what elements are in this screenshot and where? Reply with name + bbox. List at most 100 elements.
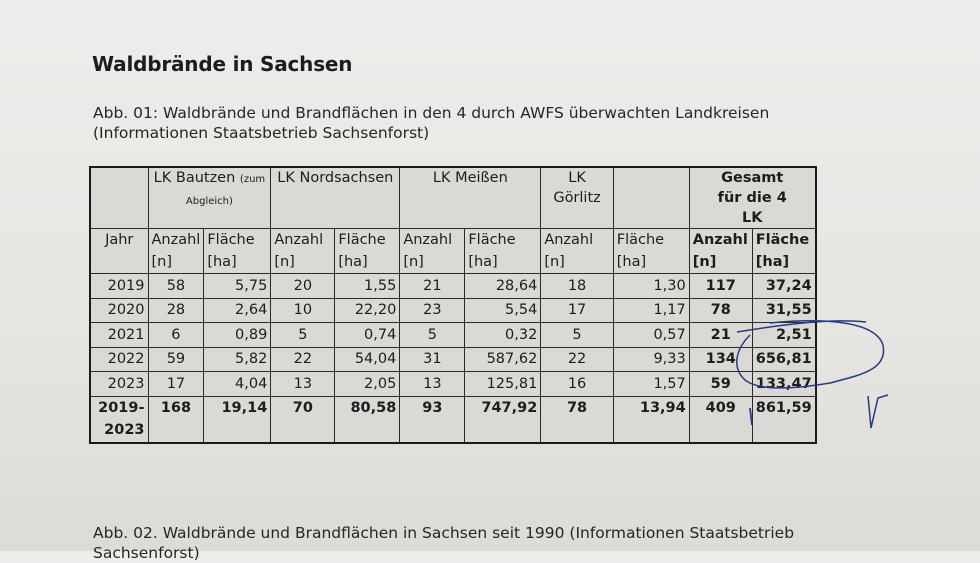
anzahl-header: Anzahl [n] <box>540 228 614 274</box>
count-cell: 6 <box>147 322 205 348</box>
area-cell: 1,55 <box>334 273 401 299</box>
flaeche-header: Fläche [ha] <box>751 228 817 274</box>
count-cell: 13 <box>399 371 466 397</box>
count-cell: 22 <box>270 346 336 372</box>
area-cell: 861,59 <box>751 395 817 443</box>
count-cell: 93 <box>399 395 466 443</box>
area-cell: 2,05 <box>334 371 401 397</box>
area-cell: 22,20 <box>334 297 401 323</box>
count-cell: 59 <box>147 346 205 372</box>
count-cell: 134 <box>688 346 753 372</box>
area-cell: 9,33 <box>612 346 690 372</box>
count-cell: 21 <box>688 322 753 348</box>
caption-line: Abb. 01: Waldbrände und Brandflächen in … <box>93 104 770 122</box>
caption-line: Abb. 02. Waldbrände und Brandflächen in … <box>93 524 795 542</box>
count-cell: 17 <box>147 371 205 397</box>
count-cell: 10 <box>270 297 336 323</box>
year-cell: 2021 <box>89 322 149 348</box>
anzahl-header: Anzahl [n] <box>147 228 205 274</box>
count-cell: 17 <box>540 297 614 323</box>
table-row: 2020 28 2,64 10 22,20 23 5,54 17 1,17 78 31,55 <box>89 297 817 323</box>
count-cell: 13 <box>270 371 336 397</box>
group-empty <box>612 166 690 229</box>
area-cell: 54,04 <box>334 346 401 372</box>
area-cell: 5,75 <box>203 273 272 299</box>
empty-corner <box>89 166 149 229</box>
page-title: Waldbrände in Sachsen <box>92 52 353 76</box>
flaeche-header: Fläche [ha] <box>203 228 272 274</box>
group-goerlitz: LK Görlitz <box>540 166 614 229</box>
area-cell: 4,04 <box>203 371 272 397</box>
count-cell: 78 <box>688 297 753 323</box>
group-header-row: LK Bautzen (zum Abgleich) LK Nordsachsen… <box>89 166 817 229</box>
year-cell: 2022 <box>89 346 149 372</box>
area-cell: 37,24 <box>751 273 817 299</box>
area-cell: 2,64 <box>203 297 272 323</box>
count-cell: 59 <box>688 371 753 397</box>
area-cell: 1,30 <box>612 273 690 299</box>
year-cell: 2019 <box>89 273 149 299</box>
area-cell: 747,92 <box>464 395 542 443</box>
figure-caption-1: Abb. 01: Waldbrände und Brandflächen in … <box>93 103 769 143</box>
count-cell: 16 <box>540 371 614 397</box>
area-cell: 5,54 <box>464 297 542 323</box>
count-cell: 117 <box>688 273 753 299</box>
area-cell: 80,58 <box>334 395 401 443</box>
count-cell: 78 <box>540 395 614 443</box>
count-cell: 21 <box>399 273 466 299</box>
count-cell: 409 <box>688 395 753 443</box>
area-cell: 13,94 <box>612 395 690 443</box>
count-cell: 28 <box>147 297 205 323</box>
count-cell: 5 <box>270 322 336 348</box>
flaeche-header: Fläche [ha] <box>464 228 542 274</box>
table-row: 2023 17 4,04 13 2,05 13 125,81 16 1,57 59 133,47 <box>89 371 817 397</box>
area-cell: 587,62 <box>464 346 542 372</box>
group-nordsachsen: LK Nordsachsen <box>270 166 401 229</box>
count-cell: 18 <box>540 273 614 299</box>
column-header-row: Jahr Anzahl [n] Fläche [ha] Anzahl [n] Fläche[… <box>89 228 817 274</box>
anzahl-header: Anzahl [n] <box>688 228 753 274</box>
caption-line: (Informationen Staatsbetrieb Sachsenfors… <box>93 124 430 142</box>
total-row: 2019- 2023 168 19,14 70 80,58 93 747,92 78 13,94 4… <box>89 395 817 443</box>
group-meissen: LK Meißen <box>399 166 542 229</box>
table-row: 2021 6 0,89 5 0,74 5 0,32 5 0,57 21 2,51 <box>89 322 817 348</box>
group-total: Gesamt für die 4 LK <box>688 166 817 229</box>
area-cell: 0,89 <box>203 322 272 348</box>
wildfire-table: LK Bautzen (zum Abgleich) LK Nordsachsen… <box>89 166 817 444</box>
year-cell: 2019- 2023 <box>89 395 149 443</box>
area-cell: 0,74 <box>334 322 401 348</box>
area-cell: 31,55 <box>751 297 817 323</box>
table-row: 2019 58 5,75 20 1,55 21 28,64 18 1,30 117 37,24 <box>89 273 817 299</box>
area-cell: 133,47 <box>751 371 817 397</box>
area-cell: 0,57 <box>612 322 690 348</box>
flaeche-header: Fläche [ha] <box>334 228 401 274</box>
count-cell: 168 <box>147 395 205 443</box>
table-row: 2022 59 5,82 22 54,04 31 587,62 22 9,33 134 656,81 <box>89 346 817 372</box>
count-cell: 5 <box>399 322 466 348</box>
area-cell: 125,81 <box>464 371 542 397</box>
count-cell: 20 <box>270 273 336 299</box>
area-cell: 2,51 <box>751 322 817 348</box>
area-cell: 0,32 <box>464 322 542 348</box>
checkmark <box>867 394 889 429</box>
area-cell: 28,64 <box>464 273 542 299</box>
count-cell: 31 <box>399 346 466 372</box>
anzahl-header: Anzahl [n] <box>270 228 336 274</box>
flaeche-header: Fläche [ha] <box>612 228 690 274</box>
figure-caption-2: Abb. 02. Waldbrände und Brandflächen in … <box>93 523 794 563</box>
year-header: Jahr <box>89 228 149 274</box>
group-bautzen: LK Bautzen (zum Abgleich) <box>147 166 272 229</box>
area-cell: 1,17 <box>612 297 690 323</box>
area-cell: 19,14 <box>203 395 272 443</box>
count-cell: 23 <box>399 297 466 323</box>
area-cell: 5,82 <box>203 346 272 372</box>
count-cell: 22 <box>540 346 614 372</box>
year-cell: 2020 <box>89 297 149 323</box>
anzahl-header: Anzahl [n] <box>399 228 466 274</box>
caption-line: Sachsenforst) <box>93 544 200 562</box>
count-cell: 70 <box>270 395 336 443</box>
area-cell: 1,57 <box>612 371 690 397</box>
count-cell: 58 <box>147 273 205 299</box>
area-cell: 656,81 <box>751 346 817 372</box>
year-cell: 2023 <box>89 371 149 397</box>
